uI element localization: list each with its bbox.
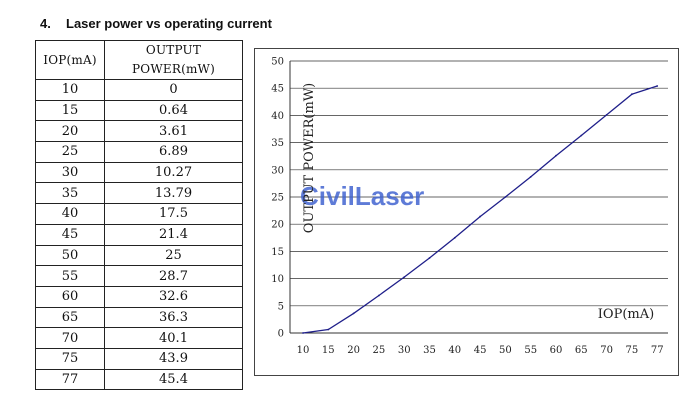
y-tick-label: 50 [271,57,284,68]
x-tick-label: 40 [448,345,461,356]
x-tick-label: 55 [524,345,537,356]
table-row: 25 6.89 [35,141,243,163]
y-tick-label: 20 [271,220,284,231]
x-tick-label: 65 [575,345,588,356]
y-axis-label: OUTPUT POWER(mW) [302,83,317,233]
watermark-text: CivilLaser [300,181,424,211]
table-header-row: IOP(mA) OUTPUT POWER(mW) [35,40,243,80]
cell-iop: 77 [35,368,105,391]
x-axis-label: IOP(mA) [598,307,654,322]
x-tick-label: 35 [423,345,436,356]
cell-iop: 45 [35,223,105,246]
table-row: 55 28.7 [35,265,243,287]
data-point [555,154,557,157]
table-row: 77 45.4 [35,368,243,391]
x-tick-label: 77 [651,345,664,356]
x-tick-label: 15 [322,345,335,356]
y-tick-label: 0 [278,329,284,340]
data-point [302,332,304,334]
column-header-output-power: OUTPUT POWER(mW) [104,40,243,80]
table-row: 75 43.9 [35,347,243,370]
y-tick-label: 30 [271,165,284,176]
data-point [378,294,380,297]
cell-output-power: 28.7 [104,265,243,287]
data-point [453,236,456,239]
data-point [605,113,608,116]
cell-output-power: 45.4 [104,368,243,391]
cell-output-power: 3.61 [104,120,243,143]
data-point [631,93,633,96]
y-tick-label: 40 [271,111,284,122]
cell-iop: 65 [35,306,105,329]
chart-frame [254,48,679,376]
data-point [580,134,583,137]
data-point [504,196,507,198]
x-tick-label: 60 [550,345,563,356]
power-table: IOP(mA) OUTPUT POWER(mW) 10 0 15 0.64 20 3.61… [35,40,243,391]
x-tick-label: 10 [297,345,310,356]
x-tick-label: 25 [373,345,386,356]
data-point [529,175,532,178]
x-tick-label: 45 [474,345,487,356]
x-tick-labels: 10 15 20 25 30 35 40 45 50 55 60 65 70 75 77 [297,345,664,356]
table-row: 30 10.27 [35,161,243,184]
y-tick-label: 10 [271,274,284,285]
y-tick-label: 45 [271,84,284,95]
data-point [479,215,481,218]
data-point [327,328,330,331]
column-header-iop: IOP(mA) [35,40,105,80]
data-point [352,312,355,315]
table-row: 35 13.79 [35,182,243,205]
x-tick-label: 20 [347,345,360,356]
y-tick-label: 35 [271,138,284,149]
cell-output-power: 21.4 [104,223,243,246]
data-point [656,85,659,87]
table-row: 40 17.5 [35,203,243,225]
data-point [403,276,406,279]
table-row: 20 3.61 [35,120,243,143]
data-point [428,257,431,259]
y-tick-label: 15 [271,247,284,258]
data-points [302,85,659,334]
cell-output-power: 0.64 [104,99,243,122]
cell-output-power: 10.27 [104,161,243,184]
table-row: 45 21.4 [35,223,243,246]
y-tick-label: 5 [278,301,284,312]
x-tick-label: 70 [600,345,613,356]
section-title: Laser power vs operating current [66,16,272,31]
x-tick-label: 50 [499,345,512,356]
y-tick-labels: 0 5 10 15 20 25 30 35 40 45 50 [271,57,284,340]
x-tick-label: 75 [626,345,639,356]
y-tick-label: 25 [271,193,284,204]
x-tick-label: 30 [398,345,411,356]
section-heading: 4. Laser power vs operating current [40,16,272,31]
cell-output-power: 17.5 [104,203,243,225]
table-row: 50 25 [35,244,243,267]
section-number: 4. [40,16,51,31]
table-body: 10 0 15 0.64 20 3.61 25 6.89 30 10.27 35 13.79 40 17.… [35,79,243,391]
